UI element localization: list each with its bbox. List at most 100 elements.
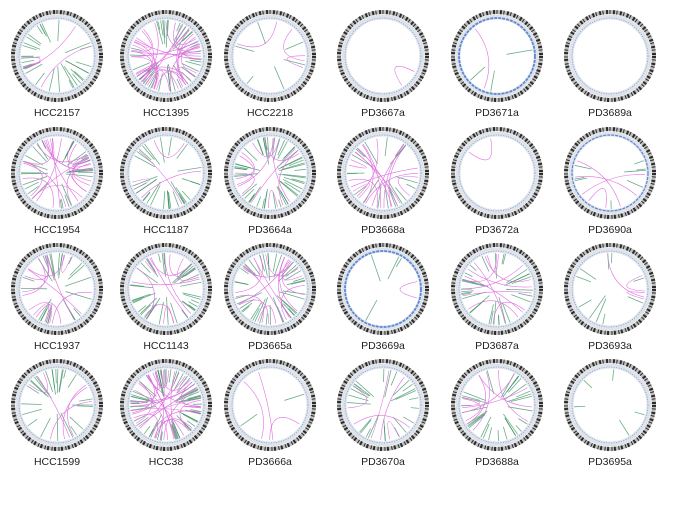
intra-chromosomal-link [140, 304, 151, 316]
inter-chromosomal-link [134, 389, 168, 440]
intra-chromosomal-link [353, 383, 371, 396]
intra-chromosomal-link [132, 390, 154, 401]
track-background [568, 14, 652, 98]
inter-chromosomal-link [388, 145, 406, 208]
intra-chromosomal-link [56, 413, 59, 442]
ideogram-bands [564, 359, 656, 451]
intra-chromosomal-link [235, 163, 260, 171]
intra-chromosomal-link [39, 24, 47, 37]
inter-chromosomal-link [136, 381, 153, 424]
inter-chromosomal-link [140, 29, 190, 81]
inter-chromosomal-link [33, 303, 50, 322]
inter-chromosomal-link [243, 257, 261, 276]
intra-chromosomal-link [165, 20, 168, 48]
copy-number-track [571, 17, 649, 95]
copy-number-track [127, 17, 205, 95]
intra-chromosomal-link [283, 146, 295, 159]
inter-chromosomal-link [23, 161, 43, 197]
intra-chromosomal-link [285, 41, 304, 50]
circos-plot: HCC1599 [2, 355, 112, 471]
intra-chromosomal-link [173, 24, 184, 42]
inter-chromosomal-link [145, 26, 186, 85]
inter-chromosomal-link [50, 138, 61, 208]
intra-chromosomal-link [146, 181, 161, 204]
intra-chromosomal-link [21, 56, 41, 59]
intra-chromosomal-link [163, 191, 166, 209]
intra-chromosomal-link [574, 177, 585, 180]
intra-chromosomal-link [355, 148, 366, 158]
intra-chromosomal-link [21, 403, 42, 405]
inter-chromosomal-link [177, 36, 196, 86]
intra-chromosomal-link [384, 369, 392, 398]
intra-chromosomal-link [482, 423, 490, 439]
inter-chromosomal-link [169, 254, 195, 277]
intra-chromosomal-link [354, 185, 367, 196]
intra-chromosomal-link [132, 298, 142, 304]
inter-chromosomal-link [269, 417, 300, 441]
intra-chromosomal-link [132, 292, 156, 303]
intra-chromosomal-link [130, 47, 142, 51]
intra-chromosomal-link [61, 199, 64, 209]
intra-chromosomal-link [402, 383, 413, 392]
intra-chromosomal-link [461, 291, 473, 294]
intra-chromosomal-link [41, 23, 52, 43]
intra-chromosomal-link [256, 139, 264, 155]
track-background [341, 247, 425, 331]
inter-chromosomal-link [462, 374, 515, 413]
intra-chromosomal-link [70, 68, 84, 82]
inter-chromosomal-link [467, 374, 487, 424]
inter-chromosomal-link [352, 183, 370, 199]
intra-chromosomal-link [626, 180, 644, 188]
inter-chromosomal-link [131, 50, 153, 83]
intra-chromosomal-link [63, 369, 67, 379]
intra-chromosomal-link [234, 173, 258, 176]
intra-chromosomal-link [278, 264, 297, 282]
circos-diagram [11, 127, 103, 219]
intra-chromosomal-link [179, 274, 200, 284]
inter-chromosomal-link [183, 405, 201, 409]
sample-label: PD3688a [475, 456, 519, 468]
intra-chromosomal-link [182, 31, 193, 42]
intra-chromosomal-link [60, 63, 75, 88]
intra-chromosomal-link [267, 137, 270, 159]
intra-chromosomal-link [25, 63, 43, 74]
intra-chromosomal-link [291, 178, 305, 183]
ideogram-bands [224, 243, 316, 335]
inter-chromosomal-link [238, 299, 269, 324]
intra-chromosomal-link [508, 378, 522, 393]
sample-label: PD3666a [248, 456, 292, 468]
intra-chromosomal-link [278, 199, 282, 208]
circos-diagram [120, 359, 212, 451]
intra-chromosomal-link [470, 66, 486, 81]
circos-diagram [120, 10, 212, 102]
intra-chromosomal-link [262, 198, 265, 209]
intra-chromosomal-link [184, 268, 197, 277]
intra-chromosomal-link [157, 20, 161, 31]
intra-chromosomal-link [171, 419, 181, 439]
inter-chromosomal-link [131, 41, 199, 57]
intra-chromosomal-link [516, 390, 531, 398]
inter-chromosomal-link [146, 375, 201, 407]
inter-chromosomal-link [607, 254, 645, 298]
intra-chromosomal-link [168, 192, 172, 209]
intra-chromosomal-link [64, 194, 70, 208]
inter-chromosomal-link [141, 170, 201, 199]
intra-chromosomal-link [158, 301, 164, 325]
intra-chromosomal-link [40, 308, 48, 322]
circos-plot: HCC38 [111, 355, 221, 471]
inter-chromosomal-link [498, 370, 529, 422]
intra-chromosomal-link [256, 196, 262, 207]
intra-chromosomal-link [501, 302, 511, 323]
sample-label: PD3672a [475, 224, 519, 236]
sample-label: PD3668a [361, 224, 405, 236]
intra-chromosomal-link [502, 426, 508, 440]
track-background [15, 247, 99, 331]
intra-chromosomal-link [365, 299, 378, 321]
inter-chromosomal-link [132, 178, 151, 190]
intra-chromosomal-link [595, 298, 607, 323]
intra-chromosomal-link [158, 253, 161, 263]
inter-chromosomal-link [267, 189, 278, 208]
intra-chromosomal-link [409, 397, 419, 401]
intra-chromosomal-link [168, 137, 172, 156]
intra-chromosomal-link [178, 193, 186, 204]
